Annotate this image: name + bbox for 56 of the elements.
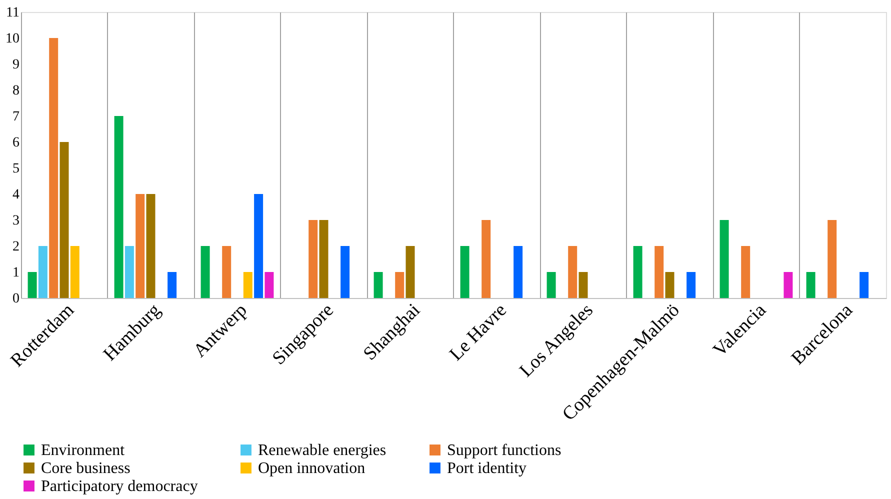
bar [720, 220, 729, 298]
bar [460, 246, 470, 298]
bar [340, 246, 350, 298]
bar [395, 272, 404, 298]
bar [633, 246, 642, 298]
bar [806, 272, 816, 298]
y-tick-label: 1 [12, 266, 20, 280]
y-tick-label: 6 [12, 136, 20, 150]
y-tick-label: 10 [6, 32, 20, 46]
y-tick-label: 0 [12, 292, 20, 306]
bar [686, 272, 696, 298]
bar [264, 272, 274, 298]
bar [546, 272, 556, 298]
bar [254, 194, 264, 298]
y-tick-label: 4 [12, 188, 20, 202]
bar [482, 220, 491, 298]
bar [374, 272, 383, 298]
bar [70, 246, 80, 298]
legend-label: Port identity [447, 460, 527, 477]
bar [665, 272, 674, 298]
bar [654, 246, 664, 298]
bar [168, 272, 177, 298]
bar [28, 272, 37, 298]
y-tick-label: 5 [12, 162, 20, 176]
bar [568, 246, 578, 298]
bar [124, 246, 134, 298]
bar [60, 142, 69, 298]
bar [578, 272, 588, 298]
bar [406, 246, 415, 298]
bar [308, 220, 318, 298]
y-tick-label: 7 [12, 110, 20, 124]
y-tick-label: 3 [12, 214, 20, 228]
bar [784, 272, 793, 298]
bar [741, 246, 750, 298]
bar [38, 246, 48, 298]
bar [222, 246, 232, 298]
y-tick-label: 2 [12, 240, 20, 254]
legend-label: Environment [41, 442, 126, 459]
bar [114, 116, 124, 298]
bar [860, 272, 869, 298]
legend-label: Open innovation [258, 460, 366, 477]
bar [49, 38, 58, 298]
legend-label: Core business [41, 460, 130, 477]
legend-label: Participatory democracy [41, 478, 198, 495]
legend-label: Renewable energies [258, 442, 386, 459]
bar [200, 246, 210, 298]
bar [146, 194, 156, 298]
bar [828, 220, 837, 298]
y-tick-label: 9 [12, 58, 20, 72]
legend-label: Support functions [447, 442, 562, 459]
y-tick-label: 11 [6, 6, 20, 20]
bar [243, 272, 252, 298]
bar [136, 194, 145, 298]
bar [319, 220, 328, 298]
y-tick-label: 8 [12, 84, 20, 98]
bar [514, 246, 523, 298]
